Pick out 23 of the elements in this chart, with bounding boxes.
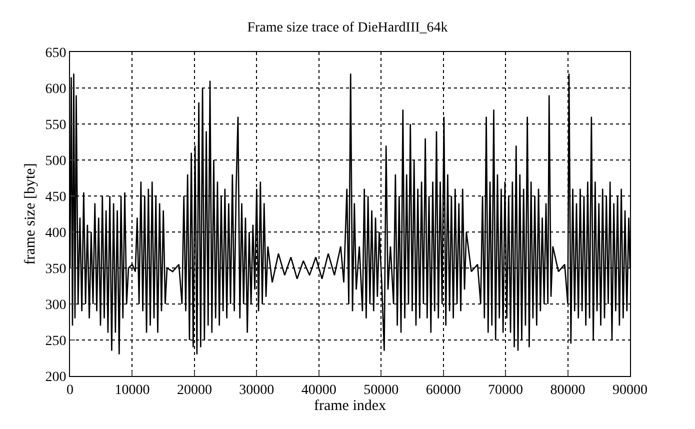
y-tick-label: 350 — [45, 262, 66, 277]
y-tick-label: 650 — [45, 46, 66, 61]
x-tick-label: 70000 — [488, 382, 524, 398]
y-tick-label: 550 — [45, 118, 66, 133]
x-tick-label: 80000 — [550, 382, 586, 398]
x-axis-title: frame index — [314, 398, 387, 414]
x-tick-label: 90000 — [612, 382, 648, 398]
x-tick-label: 20000 — [176, 382, 212, 398]
x-tick-label: 10000 — [114, 382, 150, 398]
chart-title: Frame size trace of DieHardIII_64k — [247, 20, 448, 36]
y-tick-label: 450 — [45, 190, 66, 205]
y-axis-title: frame size [byte] — [22, 163, 38, 265]
y-tick-label: 600 — [45, 82, 66, 97]
x-tick-label: 40000 — [301, 382, 336, 398]
x-tick-label: 60000 — [426, 382, 461, 398]
x-tick-label: 30000 — [239, 382, 274, 398]
y-tick-label: 300 — [45, 298, 66, 313]
x-tick-label: 0 — [66, 382, 74, 398]
y-tick-label: 200 — [45, 370, 66, 385]
y-tick-label: 250 — [45, 334, 66, 349]
y-tick-label: 500 — [45, 154, 66, 169]
x-tick-label: 50000 — [364, 382, 399, 398]
y-tick-label: 400 — [45, 226, 66, 241]
